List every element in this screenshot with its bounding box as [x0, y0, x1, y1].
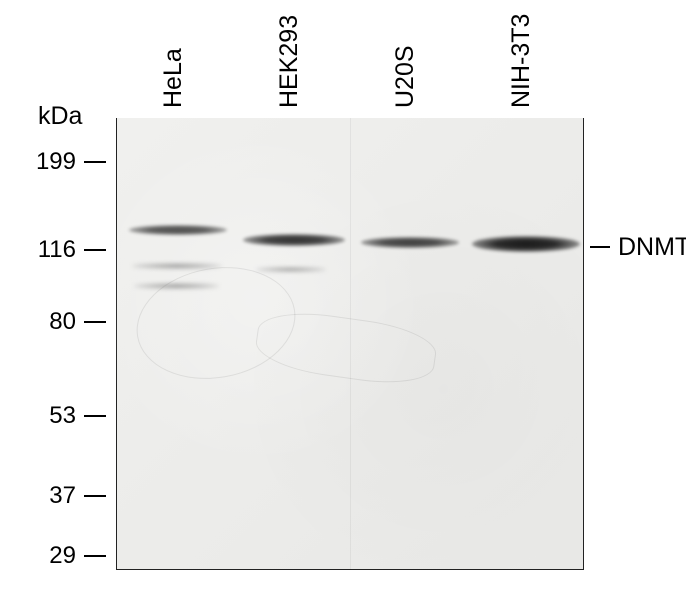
band-u20s-dnmt3a [361, 237, 459, 248]
lane-label-nih3t3: NIH-3T3 [507, 14, 536, 108]
mw-tick-29 [84, 555, 106, 557]
lane-label-u20s: U20S [391, 45, 420, 108]
mw-tick-53 [84, 415, 106, 417]
band-hek293-minor [256, 267, 326, 272]
mw-tick-37 [84, 495, 106, 497]
unit-label: kDa [38, 102, 82, 131]
mw-label-37: 37 [34, 482, 76, 510]
band-hela-minor1 [132, 263, 222, 269]
mw-tick-116 [84, 249, 106, 251]
lane-label-hek293: HEK293 [275, 15, 304, 108]
mw-label-53: 53 [34, 402, 76, 430]
band-hek293-dnmt3a [243, 234, 345, 246]
blot-membrane [116, 118, 584, 570]
lane-labels-container: HeLa HEK293 U20S NIH-3T3 [116, 0, 584, 118]
mw-label-199: 199 [34, 148, 76, 176]
mw-label-29: 29 [34, 542, 76, 570]
mw-tick-199 [84, 161, 106, 163]
mw-tick-80 [84, 321, 106, 323]
mw-label-80: 80 [34, 308, 76, 336]
lane-label-hela: HeLa [159, 48, 188, 108]
target-label: DNMT3A [618, 233, 686, 262]
band-nih3t3-dnmt3a [472, 236, 580, 252]
target-tick [590, 246, 610, 248]
mw-label-116: 116 [34, 236, 76, 264]
band-hela-minor2 [134, 283, 219, 289]
band-hela-dnmt3a [129, 225, 227, 235]
